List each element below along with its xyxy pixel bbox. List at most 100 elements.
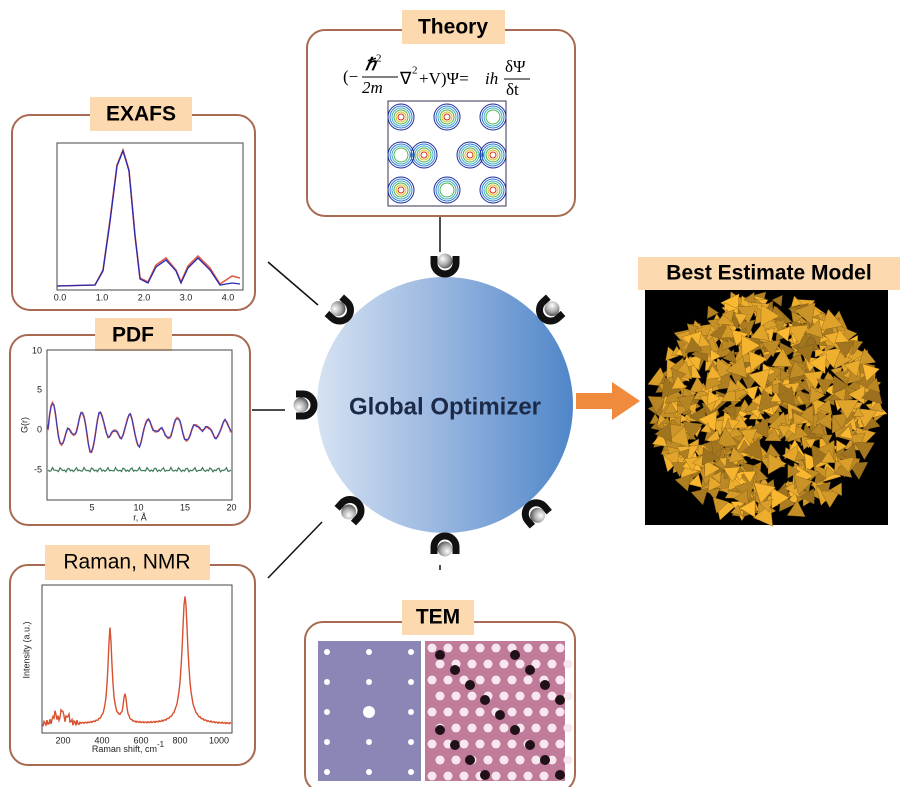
lattice-dark	[525, 665, 535, 675]
lattice-spot	[468, 692, 477, 701]
lattice-spot	[508, 708, 517, 717]
lattice-spot	[428, 708, 437, 717]
eq-part: +V)Ψ=	[419, 69, 469, 88]
lattice-spot	[540, 644, 549, 653]
tick-label: 2.0	[138, 292, 151, 302]
tick-label: 15	[180, 502, 190, 512]
lattice-dark	[540, 755, 550, 765]
lattice-spot	[556, 740, 565, 749]
lattice-spot	[556, 676, 565, 685]
lattice-dark	[555, 695, 565, 705]
lattice-dark	[450, 665, 460, 675]
pdf-title: PDF	[112, 324, 154, 347]
lattice-spot	[476, 644, 485, 653]
lattice-spot	[564, 660, 573, 669]
lattice-spot	[500, 660, 509, 669]
lattice-spot	[532, 724, 541, 733]
lattice-spot	[444, 644, 453, 653]
output-arrow	[576, 382, 640, 420]
lattice-spot	[460, 708, 469, 717]
diffraction-spot	[408, 769, 414, 775]
tick-label: 1.0	[96, 292, 109, 302]
socket	[294, 394, 315, 416]
lattice-spot	[508, 676, 517, 685]
lattice-spot	[532, 756, 541, 765]
lattice-spot	[500, 692, 509, 701]
diagram: Global Optimizer Theory (− ℏ 2 2m ∇ 2 +V…	[0, 0, 904, 787]
lattice-spot	[436, 692, 445, 701]
diffraction-spot	[324, 769, 330, 775]
lattice-dark	[480, 695, 490, 705]
lattice-spot	[436, 756, 445, 765]
diffraction-spot	[408, 739, 414, 745]
lattice-spot	[444, 772, 453, 781]
tick-label: 1000	[209, 735, 229, 745]
diffraction-spot	[366, 679, 372, 685]
lattice-spot	[428, 772, 437, 781]
eq-part: (−	[343, 67, 358, 86]
lattice-spot	[428, 676, 437, 685]
diffraction-spot	[408, 649, 414, 655]
eq-part: ih	[485, 69, 498, 88]
lattice-spot	[548, 724, 557, 733]
eq-part: 2m	[362, 78, 383, 97]
socket-ball	[294, 398, 309, 413]
socket-ball	[438, 254, 453, 269]
lattice-spot	[460, 740, 469, 749]
lattice-spot	[428, 644, 437, 653]
lattice-spot	[436, 660, 445, 669]
diffraction-spot	[366, 649, 372, 655]
lattice-dark	[495, 710, 505, 720]
eq-part: 2	[376, 53, 382, 65]
tick-label: 5	[89, 502, 94, 512]
raman-title: Raman, NMR	[63, 551, 190, 574]
diffraction-spot	[366, 769, 372, 775]
diffraction-spot	[324, 739, 330, 745]
tick-label: 600	[133, 735, 148, 745]
lattice-dark	[435, 650, 445, 660]
lattice-dark	[465, 680, 475, 690]
lattice-spot	[452, 692, 461, 701]
socket	[434, 536, 456, 557]
raman-x-label-text: Raman shift, cm	[92, 744, 157, 754]
tick-label: 10	[133, 502, 143, 512]
lattice-spot	[492, 676, 501, 685]
lattice-spot	[508, 740, 517, 749]
tick-label: 0	[37, 424, 42, 434]
eq-part: δt	[506, 80, 519, 99]
lattice-spot	[532, 692, 541, 701]
lattice-spot	[556, 708, 565, 717]
tick-label: 4.0	[222, 292, 235, 302]
connector	[268, 522, 322, 578]
diffraction-spot	[324, 649, 330, 655]
lattice-spot	[508, 772, 517, 781]
socket-ball	[438, 542, 453, 557]
lattice-spot	[516, 660, 525, 669]
lattice-spot	[524, 772, 533, 781]
lattice-spot	[500, 724, 509, 733]
tick-label: -5	[34, 464, 42, 474]
raman-y-label: Intensity (a.u.)	[21, 621, 31, 678]
lattice-spot	[484, 660, 493, 669]
lattice-spot	[524, 644, 533, 653]
lattice-spot	[564, 756, 573, 765]
lattice-dark	[450, 740, 460, 750]
lattice-spot	[524, 676, 533, 685]
lattice-spot	[516, 756, 525, 765]
lattice-spot	[548, 660, 557, 669]
lattice-spot	[516, 692, 525, 701]
diffraction-spot	[408, 709, 414, 715]
diffraction-spot	[408, 679, 414, 685]
lattice-dark	[510, 650, 520, 660]
socket	[434, 254, 456, 275]
pdf-box	[10, 335, 250, 525]
lattice-spot	[460, 772, 469, 781]
model-title: Best Estimate Model	[666, 262, 871, 285]
lattice-spot	[444, 708, 453, 717]
lattice-dark	[525, 740, 535, 750]
lattice-spot	[428, 740, 437, 749]
lattice-dark	[465, 755, 475, 765]
eq-part: ∇	[399, 69, 412, 88]
lattice-spot	[524, 708, 533, 717]
tick-label: 10	[32, 345, 42, 355]
